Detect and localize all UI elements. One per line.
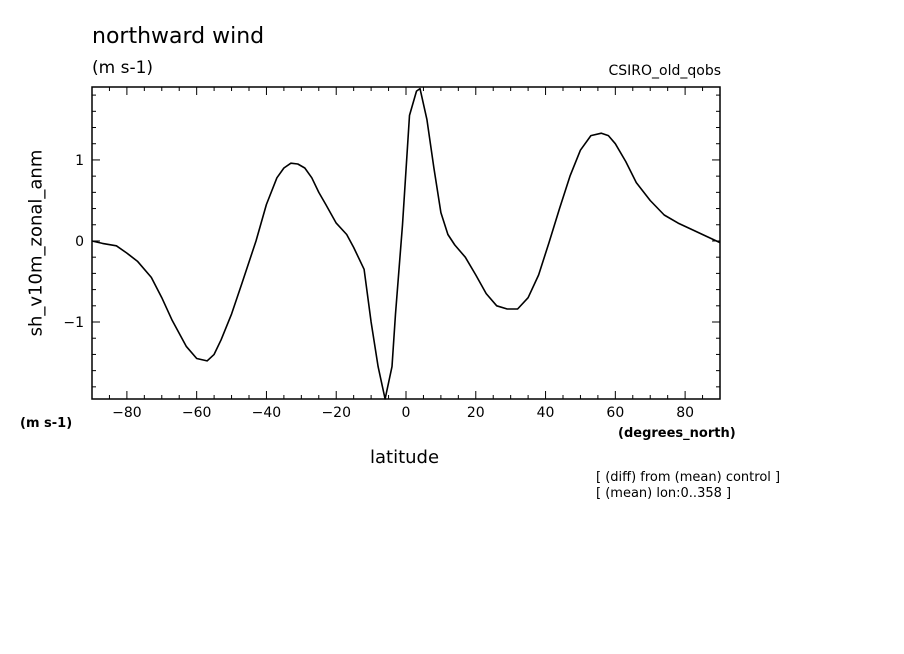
y-tick-label: −1 xyxy=(63,315,84,331)
y-axis-units: (m s-1) xyxy=(20,416,73,431)
x-tick-label: 60 xyxy=(606,405,624,421)
plot-frame xyxy=(91,86,721,400)
model-label: CSIRO_old_qobs xyxy=(608,63,721,79)
axis-ticks xyxy=(91,87,721,399)
x-tick-label: −40 xyxy=(252,405,282,421)
x-tick-label: 80 xyxy=(676,405,694,421)
x-tick-label: −20 xyxy=(321,405,351,421)
tick-labels: −80 −60 −40 −20 0 20 40 60 80 −1 0 1 xyxy=(63,153,694,421)
x-tick-label: 0 xyxy=(402,405,411,421)
note-mean: [ (mean) lon:0..358 ] xyxy=(596,486,732,501)
chart-units: (m s-1) xyxy=(92,58,154,78)
x-tick-label: −60 xyxy=(182,405,212,421)
x-tick-label: 20 xyxy=(467,405,485,421)
y-tick-label: 1 xyxy=(75,153,84,169)
chart-title: northward wind xyxy=(92,24,265,49)
note-diff: [ (diff) from (mean) control ] xyxy=(596,470,781,485)
x-axis-label: latitude xyxy=(370,447,440,468)
x-axis-units: (degrees_north) xyxy=(618,426,736,441)
y-tick-label: 0 xyxy=(75,234,84,250)
series-line xyxy=(91,87,721,400)
x-tick-label: 40 xyxy=(537,405,555,421)
x-tick-label: −80 xyxy=(112,405,142,421)
